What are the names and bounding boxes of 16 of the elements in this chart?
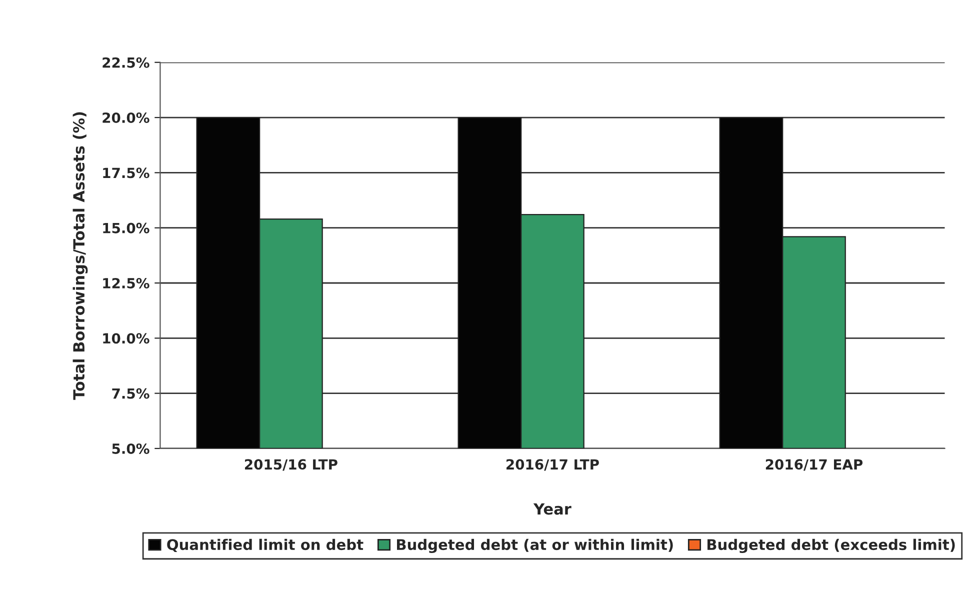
legend-label: Budgeted debt (at or within limit)	[397, 538, 673, 554]
x-tick-label: 2016/17 EAP	[766, 459, 863, 471]
x-tick-label: 2015/16 LTP	[244, 459, 338, 471]
y-tick-label: 20.0%	[102, 112, 150, 123]
y-axis-title: Total Borrowings/Total Assets (%)	[72, 112, 88, 400]
legend-label: Quantified limit on debt	[167, 538, 364, 552]
y-tick-label: 10.0%	[103, 333, 150, 344]
x-tick-label: 2016/17 LTP	[506, 459, 599, 471]
legend-label: Budgeted debt (exceeds limit)	[707, 538, 955, 554]
x-axis-title: Year	[533, 503, 572, 515]
y-tick-label: 22.5%	[102, 57, 150, 68]
y-tick-label: 17.5%	[103, 168, 150, 178]
y-tick-label: 12.5%	[103, 278, 150, 288]
y-tick-label: 7.5%	[112, 388, 150, 399]
y-tick-label: 15.0%	[103, 222, 150, 234]
y-tick-label: 5.0%	[112, 443, 150, 454]
